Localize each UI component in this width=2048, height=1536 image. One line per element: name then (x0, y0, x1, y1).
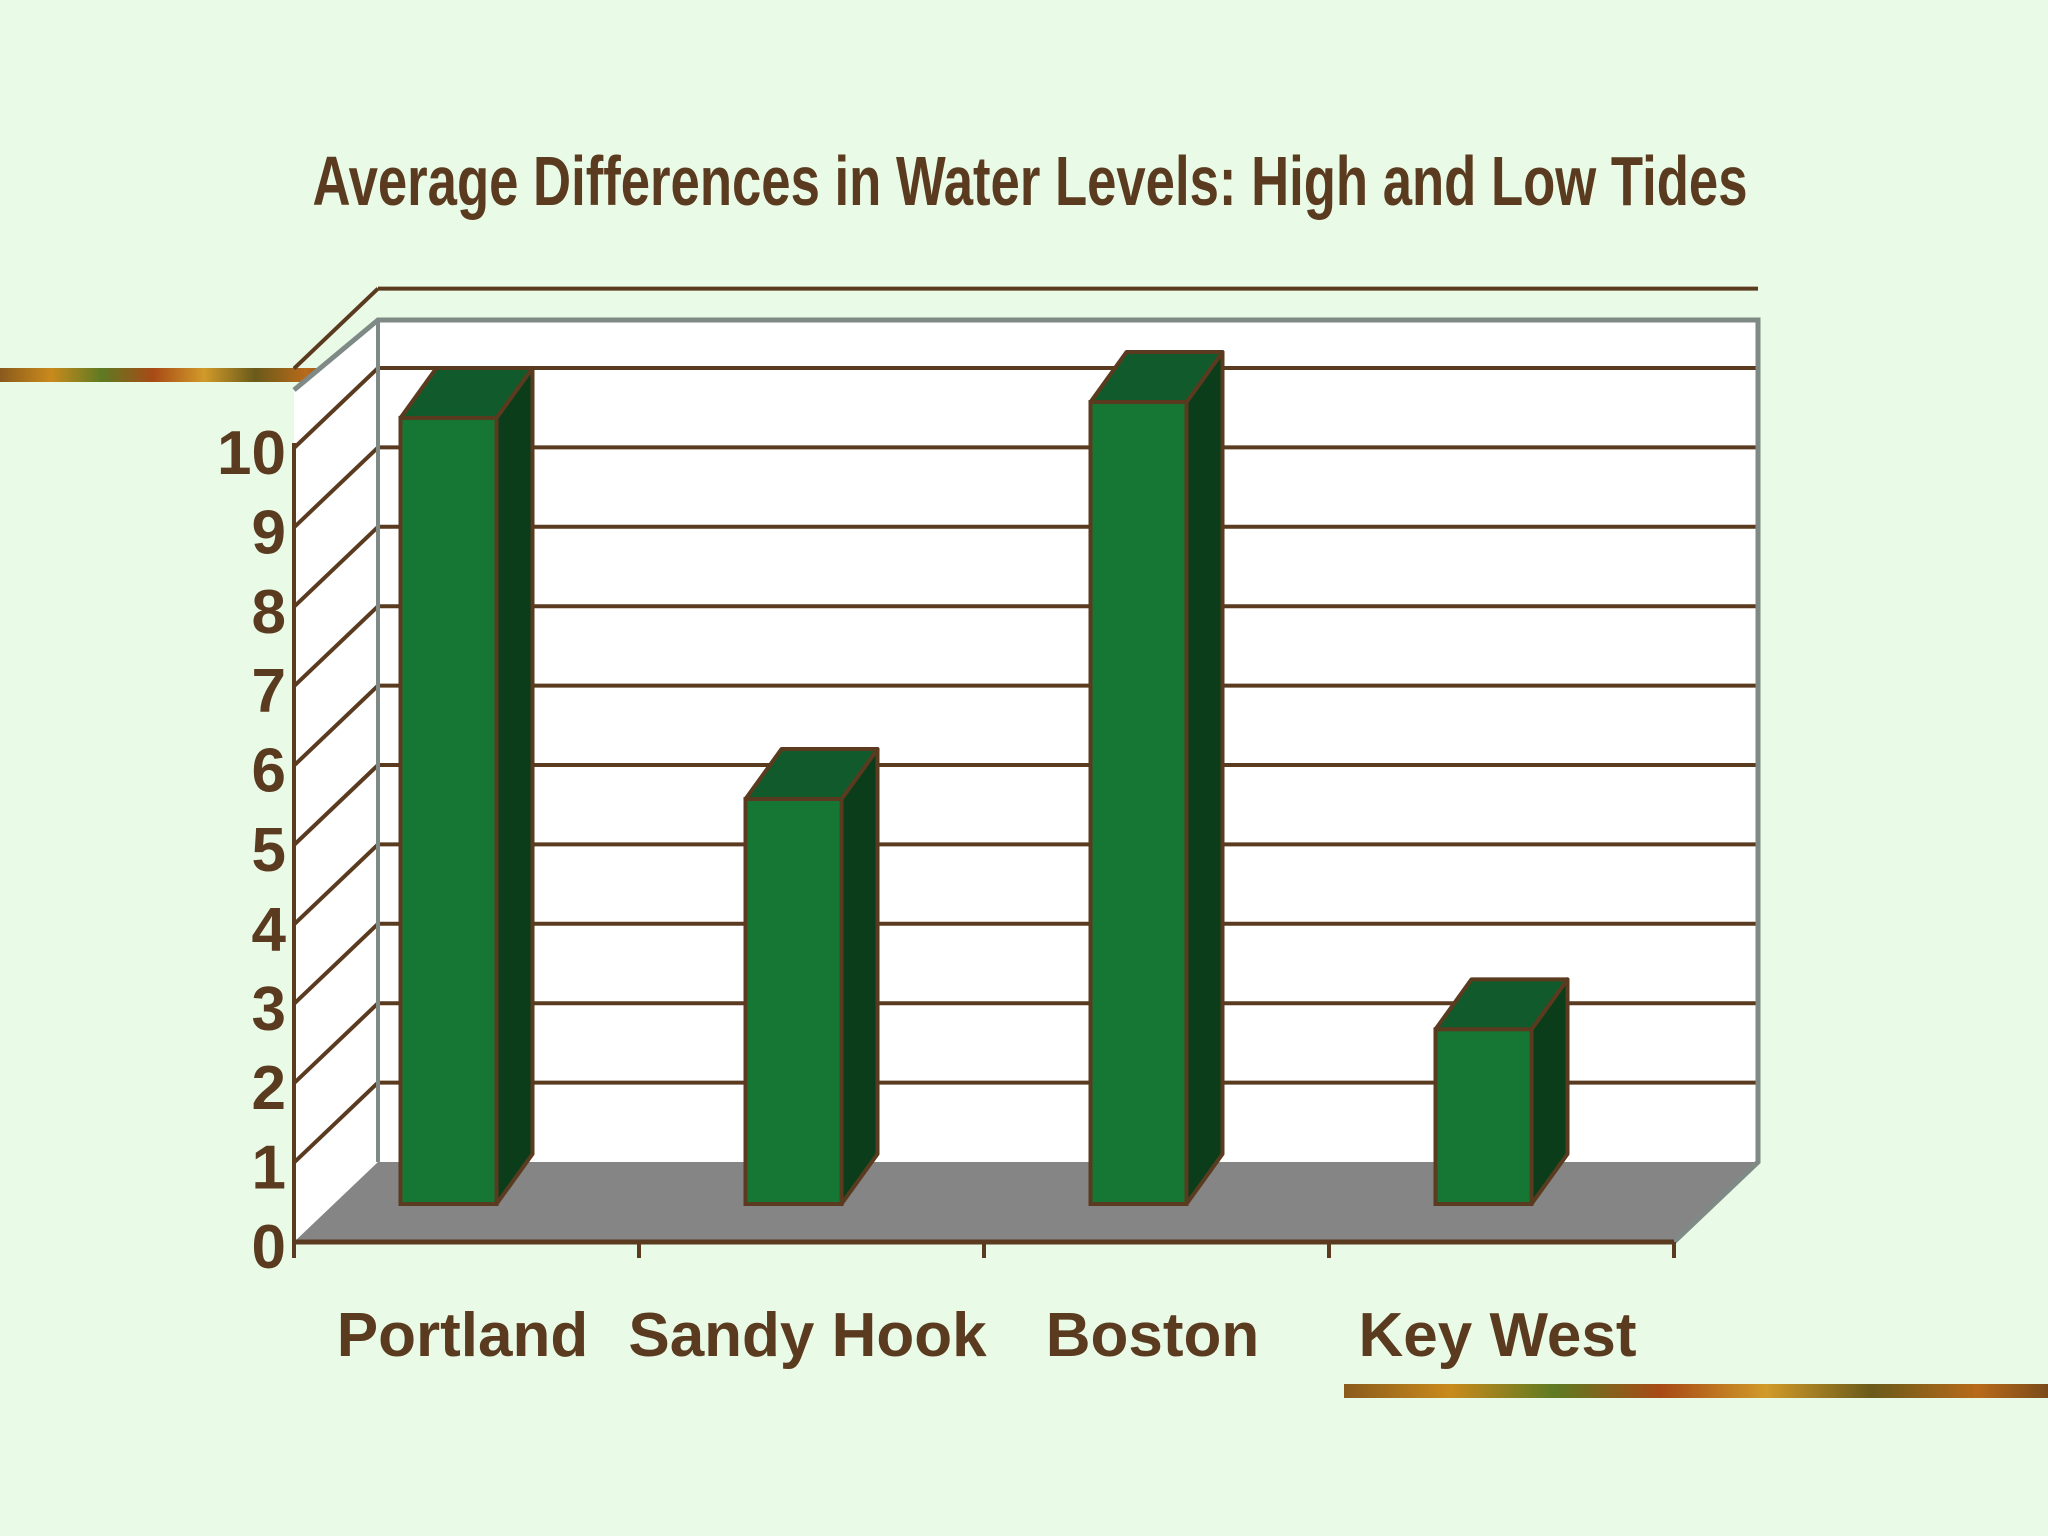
y-tick-label: 2 (252, 1054, 286, 1123)
bar (1088, 350, 1225, 1206)
bar-side (494, 365, 535, 1206)
x-axis-labels: Portland Sandy Hook Boston Key West (337, 1301, 1637, 1370)
gridline-side (292, 1081, 380, 1165)
y-tick-label: 0 (252, 1213, 286, 1282)
bar-front (1433, 1027, 1534, 1206)
bar-front (398, 415, 499, 1206)
x-category-label: Portland (337, 1301, 588, 1370)
bar-side (1184, 350, 1225, 1206)
x-category-label: Boston (1046, 1301, 1260, 1370)
y-tick-label: 10 (217, 419, 286, 488)
bar (1433, 977, 1570, 1206)
gridline-side (292, 445, 380, 529)
y-tick-label: 8 (252, 578, 286, 647)
bar-side (839, 747, 880, 1206)
gridline-side (292, 1001, 380, 1085)
floor (294, 1162, 1758, 1242)
accent-stripe-right (1344, 1384, 2048, 1398)
gridline-side (292, 287, 380, 371)
gridline-side (292, 525, 380, 609)
gridline-side (292, 366, 380, 450)
y-tick-label: 6 (252, 737, 286, 806)
bars (398, 350, 1570, 1206)
y-tick-label: 4 (252, 895, 287, 964)
gridline-side (292, 684, 380, 768)
bar-front (743, 797, 844, 1206)
gridline-side (292, 763, 380, 847)
gridline-side (292, 842, 380, 926)
y-tick-label: 3 (252, 975, 286, 1044)
gridline-side (292, 922, 380, 1006)
wall-frame (292, 317, 1761, 1244)
side-wall (294, 320, 378, 1242)
y-axis-ticks: 0 1 2 3 4 5 6 7 8 9 10 (217, 419, 286, 1282)
chart-title: Average Differences in Water Levels: Hig… (313, 142, 1748, 220)
y-tick-label: 9 (252, 498, 286, 567)
accent-stripe-left (0, 368, 340, 382)
y-tick-label: 5 (252, 816, 286, 885)
bar (743, 747, 880, 1206)
bar (398, 365, 535, 1206)
y-tick-label: 1 (252, 1134, 286, 1203)
y-tick-label: 7 (252, 657, 286, 726)
bar-front (1088, 400, 1189, 1206)
x-category-label: Sandy Hook (628, 1301, 987, 1370)
plot-area (292, 286, 1761, 1258)
x-category-label: Key West (1359, 1301, 1637, 1370)
gridline-side (292, 604, 380, 688)
